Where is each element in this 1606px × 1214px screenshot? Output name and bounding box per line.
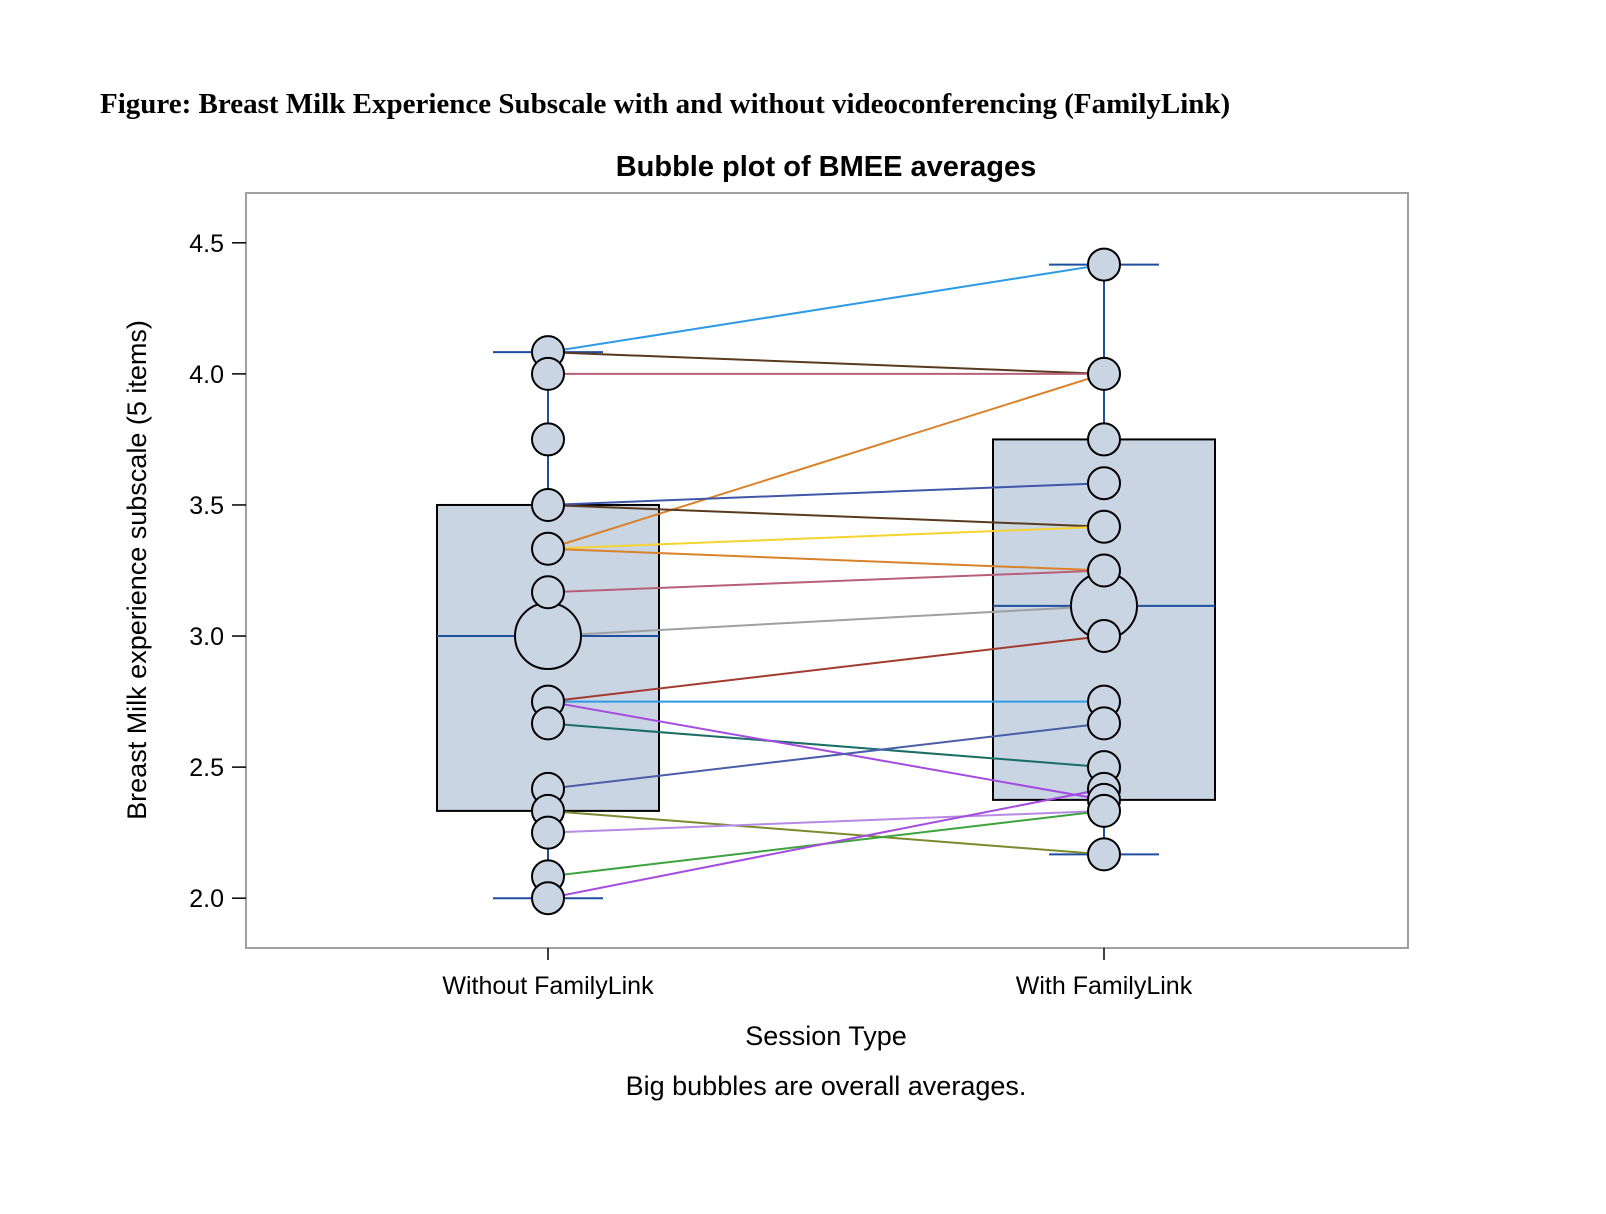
y-tick-label: 3.0	[189, 623, 224, 651]
data-bubble	[1087, 509, 1121, 544]
average-bubble	[514, 602, 582, 671]
data-bubble	[1087, 619, 1121, 654]
x-axis-label: Session Type	[745, 1021, 907, 1051]
data-bubble	[531, 815, 565, 850]
data-bubble	[531, 487, 565, 522]
data-bubble	[531, 881, 565, 916]
y-tick-label: 4.5	[189, 230, 224, 258]
y-axis: 2.0 2.5 3.0 3.5 4.0 4.5	[189, 230, 246, 913]
data-bubble	[531, 706, 565, 741]
data-bubble	[1087, 706, 1121, 741]
pair-line	[547, 809, 1105, 856]
data-bubble	[1087, 422, 1121, 457]
figure-caption: Figure: Breast Milk Experience Subscale …	[100, 88, 1231, 120]
chart-footnote: Big bubbles are overall averages.	[626, 1071, 1027, 1101]
pair-lines	[547, 263, 1105, 900]
pair-line	[547, 700, 1105, 801]
x-tick-label: With FamilyLink	[1016, 972, 1193, 1000]
data-bubble	[1087, 466, 1121, 501]
data-bubble	[1087, 793, 1121, 828]
data-bubble	[1087, 837, 1121, 872]
pair-line	[547, 722, 1105, 790]
data-bubble	[531, 575, 565, 610]
pair-line	[547, 722, 1105, 769]
data-bubble	[1087, 247, 1121, 282]
y-tick-label: 3.5	[189, 492, 224, 520]
data-bubble	[1087, 356, 1121, 391]
y-tick-label: 2.0	[189, 885, 224, 913]
y-axis-label: Breast Milk experience subscale (5 items…	[122, 320, 152, 820]
pair-line	[547, 372, 1105, 550]
x-tick-label: Without FamilyLink	[442, 972, 654, 1000]
pair-line	[547, 503, 1105, 528]
x-axis: Without FamilyLink With FamilyLink	[442, 948, 1193, 1000]
chart-title: Bubble plot of BMEE averages	[616, 151, 1037, 183]
data-bubble	[531, 422, 565, 457]
pair-line	[547, 809, 1105, 834]
data-bubble	[531, 531, 565, 566]
bubbles	[514, 247, 1138, 916]
pair-line	[547, 635, 1105, 703]
y-tick-label: 2.5	[189, 754, 224, 782]
pair-line	[547, 351, 1105, 375]
y-tick-label: 4.0	[189, 361, 224, 389]
pair-line	[547, 525, 1105, 550]
data-bubble	[1087, 553, 1121, 588]
data-bubble	[531, 356, 565, 391]
pair-line	[547, 604, 1105, 638]
pair-line	[547, 482, 1105, 506]
plot-frame	[245, 192, 1409, 949]
pair-line	[547, 547, 1105, 572]
pair-line	[547, 569, 1105, 594]
pair-line	[547, 787, 1105, 900]
pair-line	[547, 263, 1105, 354]
